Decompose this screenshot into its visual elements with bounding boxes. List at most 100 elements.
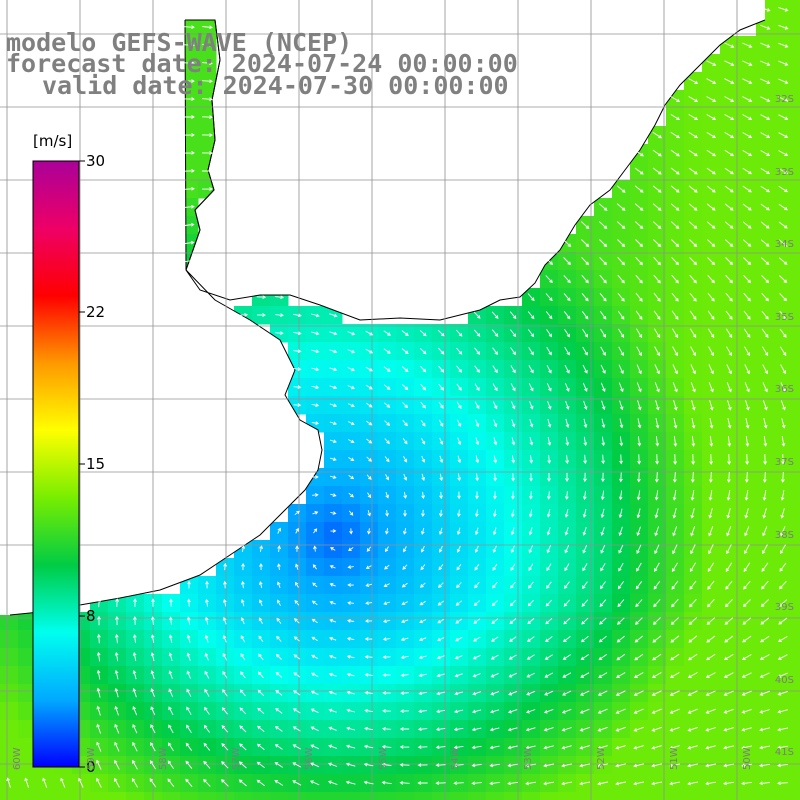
wind-arrow (637, 400, 642, 411)
wind-arrow (528, 545, 534, 554)
wind-arrow (724, 149, 734, 157)
wind-arrow (669, 763, 680, 768)
wind-arrow (617, 599, 625, 608)
wind-arrow (421, 455, 426, 463)
lat-label: 39S (774, 602, 794, 613)
wind-arrow (672, 364, 678, 375)
wind-arrow (778, 6, 789, 12)
speed-cell (792, 684, 800, 703)
wind-arrow (743, 328, 751, 338)
wind-arrow (295, 563, 299, 570)
wind-arrow (492, 383, 498, 392)
wind-arrow (689, 580, 697, 590)
wind-arrow (563, 275, 571, 284)
wind-arrow (742, 617, 752, 625)
wind-arrow (580, 672, 590, 678)
wind-arrow (636, 382, 642, 393)
wind-arrow (402, 402, 409, 409)
wind-arrow (293, 403, 302, 407)
wind-arrow (708, 544, 714, 555)
wind-arrow (652, 617, 661, 626)
wind-arrow (652, 149, 662, 157)
wind-arrow (293, 385, 302, 390)
colorbar-tick-30: 30 (86, 152, 106, 170)
wind-arrow (582, 382, 588, 392)
wind-arrow (742, 114, 753, 120)
wind-arrow (781, 418, 786, 429)
wind-arrow (762, 544, 768, 555)
wind-arrow (435, 763, 446, 768)
wind-arrow (114, 687, 119, 698)
wind-arrow (293, 690, 301, 696)
wind-arrow (150, 724, 156, 734)
wind-arrow (546, 347, 552, 356)
wind-arrow (509, 599, 516, 607)
wind-arrow (743, 292, 751, 302)
wind-arrow (184, 240, 195, 245)
wind-arrow (507, 709, 518, 714)
speed-cell (18, 720, 37, 739)
speed-cell (666, 792, 685, 800)
wind-arrow (222, 688, 228, 697)
wind-arrow (670, 114, 680, 121)
wind-arrow (633, 690, 644, 696)
wind-arrow (600, 563, 606, 572)
wind-arrow (547, 473, 551, 482)
wind-arrow (636, 544, 642, 555)
wind-arrow (616, 672, 626, 678)
wind-arrow (527, 618, 535, 625)
wind-arrow (222, 652, 228, 661)
wind-arrow (403, 546, 407, 553)
speed-cell (792, 720, 800, 739)
wind-arrow (741, 654, 752, 660)
lat-label: 35S (774, 312, 794, 323)
wind-arrow (762, 526, 768, 537)
wind-arrow (258, 599, 263, 607)
wind-arrow (456, 527, 461, 536)
wind-arrow (653, 580, 661, 590)
wind-arrow (455, 600, 462, 606)
wind-arrow (365, 330, 374, 336)
wind-arrow (724, 185, 734, 193)
wind-arrow (96, 633, 101, 644)
colorbar-unit: [m/s] (33, 132, 73, 150)
wind-arrow (778, 150, 789, 156)
wind-arrow (726, 471, 731, 483)
speed-cell (540, 792, 559, 800)
wind-arrow (327, 780, 338, 786)
wind-arrow (256, 313, 266, 317)
speed-cell (0, 702, 19, 721)
wind-arrow (543, 708, 554, 714)
wind-arrow (673, 418, 678, 429)
wind-arrow (528, 365, 534, 374)
wind-arrow (565, 454, 570, 464)
wind-arrow (562, 654, 571, 660)
wind-arrow (707, 239, 716, 247)
wind-arrow (114, 651, 119, 662)
wind-arrow (688, 617, 698, 625)
wind-arrow (510, 581, 516, 589)
wind-arrow (437, 347, 445, 355)
wind-arrow (421, 491, 426, 499)
wind-arrow (382, 726, 392, 731)
wind-arrow (690, 346, 696, 357)
wind-arrow (583, 418, 588, 429)
wind-arrow (366, 456, 372, 462)
wind-arrow (633, 672, 644, 678)
wind-arrow (760, 114, 771, 120)
wind-arrow (600, 508, 605, 519)
wind-arrow (399, 727, 410, 731)
wind-arrow (582, 364, 588, 374)
speed-cell (18, 666, 37, 685)
wind-arrow (759, 727, 771, 732)
wind-arrow (563, 617, 571, 625)
wind-arrow (493, 419, 498, 428)
wind-arrow (385, 546, 389, 553)
wind-arrow (511, 491, 515, 500)
wind-arrow (402, 384, 409, 391)
wind-arrow (204, 706, 210, 715)
wind-arrow (328, 672, 337, 677)
speed-cell (360, 792, 379, 800)
wind-arrow (347, 421, 355, 426)
lon-label: 56W (304, 747, 315, 770)
